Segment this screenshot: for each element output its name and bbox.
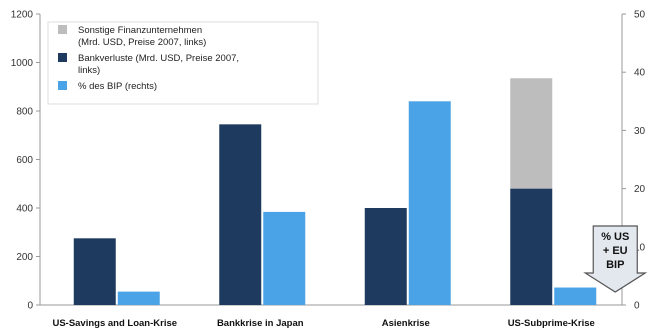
gdp-share-bar [554,287,597,305]
left-tick-label: 600 [16,155,33,166]
category-label: US-Subprime-Krise [508,318,595,329]
bank-losses-bar [73,238,116,305]
legend-label: Sonstige Finanzunternehmen [78,25,202,36]
callout-text-line: + EU [603,245,628,257]
callout-text-line: % US [601,231,629,243]
callout-arrow-shape [583,225,648,293]
bank-losses-bar [219,124,262,306]
legend-swatch [58,81,67,90]
chart-legend: Sonstige Finanzunternehmen(Mrd. USD, Pre… [47,21,319,105]
left-tick-label: 1200 [11,10,34,21]
legend-box [47,21,319,105]
right-tick-label: 10 [634,242,646,253]
right-tick-label: 50 [634,10,646,21]
category-label: US-Savings and Loan-Krise [52,318,177,329]
right-tick-label: 20 [634,184,646,195]
bank-losses-bar [364,208,407,305]
left-tick-label: 800 [16,107,33,118]
legend-label: (Mrd. USD, Preise 2007, links) [78,37,206,48]
callout-text-line: BIP [606,259,624,271]
legend-label: Bankverluste (Mrd. USD, Preise 2007, [78,53,239,64]
legend-swatch [58,53,67,62]
category-label: Bankkrise in Japan [217,318,304,329]
legend-swatch [58,25,67,34]
bank-losses-bar [510,188,553,305]
left-tick-label: 1000 [11,58,34,69]
legend-label: links) [78,65,100,76]
gdp-callout: % US + EU BIP [583,225,648,293]
gdp-share-bar [263,211,306,305]
gdp-share-bar [408,101,451,305]
category-label: Asienkrise [382,318,430,329]
right-tick-label: 30 [634,126,646,137]
left-tick-label: 400 [16,204,33,215]
category-labels: US-Savings and Loan-Krise Bankkrise in Ja… [52,318,594,329]
left-tick-label: 0 [27,301,33,312]
gdp-share-bar [117,291,160,305]
legend-label: % des BIP (rechts) [78,81,157,92]
right-tick-label: 0 [634,301,640,312]
right-tick-label: 40 [634,68,646,79]
chart-bars [73,78,597,306]
left-tick-label: 200 [16,252,33,263]
other-financials-bar [510,78,553,189]
